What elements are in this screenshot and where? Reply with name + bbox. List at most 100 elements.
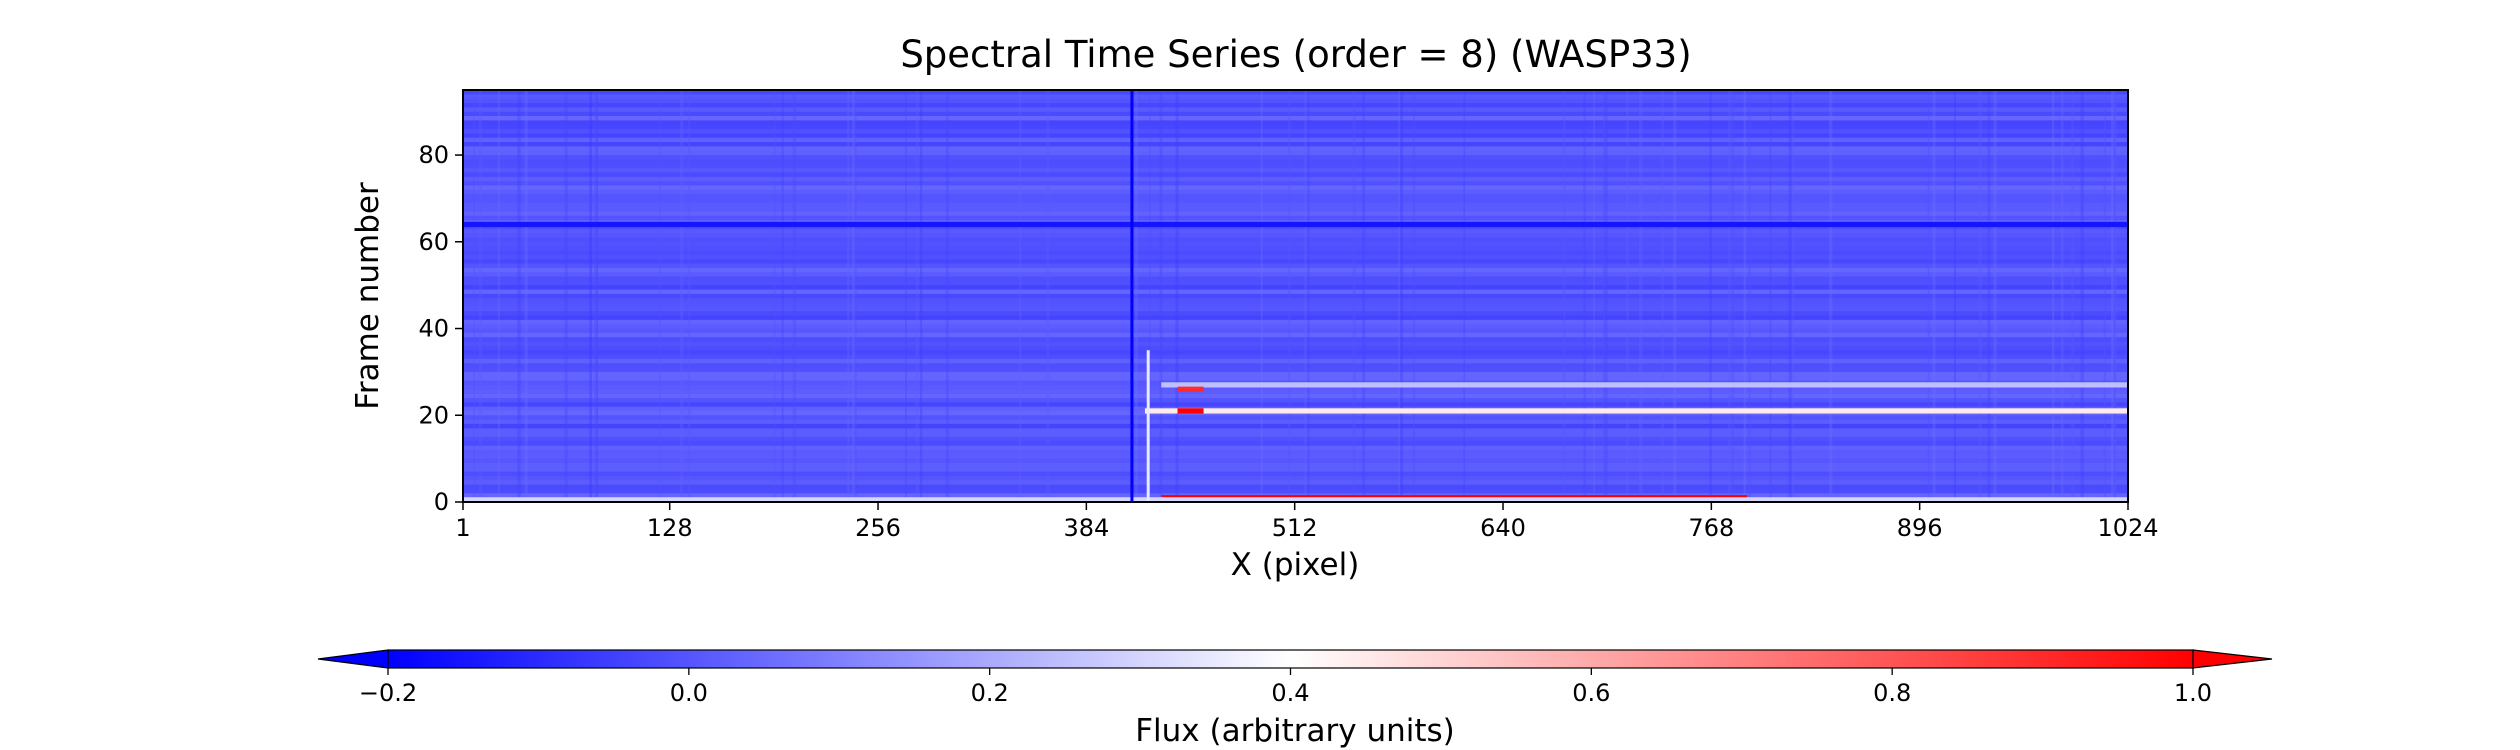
heatmap-column	[2071, 90, 2075, 502]
heatmap-column	[1927, 90, 1930, 502]
heatmap-column	[1727, 90, 1731, 502]
heatmap-row	[463, 241, 2128, 247]
heatmap-row	[463, 150, 2128, 156]
heatmap-column	[1159, 90, 1163, 502]
heatmap-row	[463, 341, 2128, 346]
heatmap-column	[915, 90, 919, 502]
x-tick-label: 1024	[2097, 514, 2158, 542]
heatmap-row	[463, 185, 2128, 190]
heatmap-row	[463, 488, 2128, 494]
heatmap-row	[463, 393, 2128, 398]
heatmap-column	[1135, 90, 1138, 502]
x-axis-label: X (pixel)	[1231, 547, 1360, 583]
heatmap-row	[463, 415, 2128, 420]
heatmap-row	[463, 402, 2128, 407]
heatmap-column	[1954, 90, 1956, 502]
heatmap-column	[687, 90, 691, 502]
heatmap-row	[463, 337, 2128, 342]
colorbar-label: Flux (arbitrary units)	[1135, 713, 1455, 749]
heatmap-row	[463, 306, 2128, 312]
heatmap-row	[463, 345, 2128, 351]
heatmap-row	[463, 267, 2128, 273]
heatmap-row	[463, 129, 2128, 134]
colorbar-tick-label: 0.4	[1271, 679, 1309, 707]
heatmap-column	[1602, 90, 1606, 502]
heatmap-column	[781, 90, 784, 502]
heatmap-row	[463, 293, 2128, 299]
heatmap-column	[2113, 90, 2117, 502]
heatmap-row	[463, 198, 2128, 203]
heatmap-row	[463, 263, 2128, 268]
heatmap-column	[1673, 90, 1677, 502]
heatmap-row	[463, 480, 2128, 485]
colorbar-extend-high	[2192, 649, 2273, 669]
heatmap-row	[463, 458, 2128, 463]
heatmap-row	[463, 324, 2128, 329]
heatmap-row	[463, 124, 2128, 130]
heatmap-column	[1563, 90, 1566, 502]
y-axis: 0 20 40 60 80	[418, 141, 463, 516]
heatmap-row	[463, 276, 2128, 281]
heatmap-row	[463, 233, 2128, 238]
heatmap-feature-column	[1130, 90, 1134, 502]
heatmap-row	[463, 90, 2128, 95]
heatmap-column	[1932, 90, 1936, 502]
y-tick-label: 20	[418, 401, 449, 429]
heatmap-column	[2103, 90, 2107, 502]
heatmap-row	[463, 428, 2128, 433]
heatmap-row	[463, 172, 2128, 177]
heatmap-row	[463, 272, 2128, 277]
heatmap-row	[463, 319, 2128, 325]
heatmap-row	[463, 358, 2128, 364]
heatmap-column	[847, 90, 850, 502]
heatmap-column	[1978, 90, 1983, 502]
x-tick-label: 256	[855, 514, 901, 542]
heatmap-column	[524, 90, 528, 502]
heatmap-column	[1791, 90, 1795, 502]
heatmap-column	[1593, 90, 1595, 502]
heatmap-row	[463, 363, 2128, 368]
heatmap-feature-row	[463, 497, 2128, 503]
colorbar-gradient	[387, 649, 2194, 669]
heatmap-row	[463, 111, 2128, 117]
x-tick-label: 512	[1272, 514, 1318, 542]
heatmap-column	[1307, 90, 1310, 502]
heatmap-feature-row	[1177, 386, 1204, 392]
heatmap-column	[1352, 90, 1356, 502]
heatmap-row	[463, 120, 2128, 125]
colorbar-extend-low	[317, 649, 389, 669]
heatmap-column	[1638, 90, 1643, 502]
y-tick-label: 60	[418, 228, 449, 256]
chart-title: Spectral Time Series (order = 8) (WASP33…	[900, 33, 1691, 76]
heatmap-column	[2060, 90, 2064, 502]
heatmap-column	[1398, 90, 1401, 502]
heatmap-row	[463, 146, 2128, 151]
heatmap-feature-row	[1161, 382, 2128, 388]
heatmap-column	[1731, 90, 1735, 502]
heatmap-column	[1463, 90, 1466, 502]
heatmap-row	[463, 215, 2128, 221]
heatmap-column	[1709, 90, 1712, 502]
heatmap-row	[463, 246, 2128, 251]
heatmap-row	[463, 376, 2128, 381]
heatmap-column	[1019, 90, 1022, 502]
heatmap-row	[463, 285, 2128, 290]
colorbar-tick-label: 0.8	[1873, 679, 1911, 707]
heatmap-column	[1748, 90, 1751, 502]
heatmap-row	[463, 471, 2128, 476]
y-tick-label: 40	[418, 315, 449, 343]
heatmap-column	[1987, 90, 1991, 502]
heatmap-column	[1412, 90, 1416, 502]
heatmap-column	[920, 90, 923, 502]
heatmap-row	[463, 103, 2128, 108]
heatmap-column	[2080, 90, 2084, 502]
heatmap-row	[463, 207, 2128, 212]
heatmap-column	[2111, 90, 2115, 502]
heatmap-row	[463, 137, 2128, 143]
heatmap-row	[463, 259, 2128, 264]
heatmap-row	[463, 228, 2128, 234]
heatmap-column	[497, 90, 500, 502]
heatmap-row	[463, 302, 2128, 307]
heatmap-row	[463, 211, 2128, 216]
heatmap-row	[463, 332, 2128, 338]
